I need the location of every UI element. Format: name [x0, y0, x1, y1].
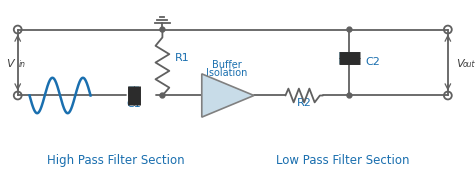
Text: V: V: [456, 58, 463, 69]
FancyBboxPatch shape: [339, 52, 360, 63]
Text: C2: C2: [365, 57, 380, 67]
Text: V: V: [6, 58, 14, 69]
Text: Buffer: Buffer: [212, 60, 242, 70]
Text: High Pass Filter Section: High Pass Filter Section: [48, 154, 185, 167]
Text: Buffer: Buffer: [207, 93, 243, 102]
Text: Isolation: Isolation: [206, 68, 247, 78]
Circle shape: [160, 27, 165, 32]
Polygon shape: [202, 74, 254, 117]
Circle shape: [160, 93, 165, 98]
Text: C1: C1: [126, 99, 141, 109]
Text: R2: R2: [297, 98, 312, 108]
FancyBboxPatch shape: [129, 86, 139, 105]
Text: R1: R1: [175, 53, 190, 63]
Text: in: in: [19, 60, 26, 69]
Text: Low Pass Filter Section: Low Pass Filter Section: [276, 154, 409, 167]
Circle shape: [347, 93, 352, 98]
Text: out: out: [463, 60, 475, 69]
Circle shape: [347, 27, 352, 32]
